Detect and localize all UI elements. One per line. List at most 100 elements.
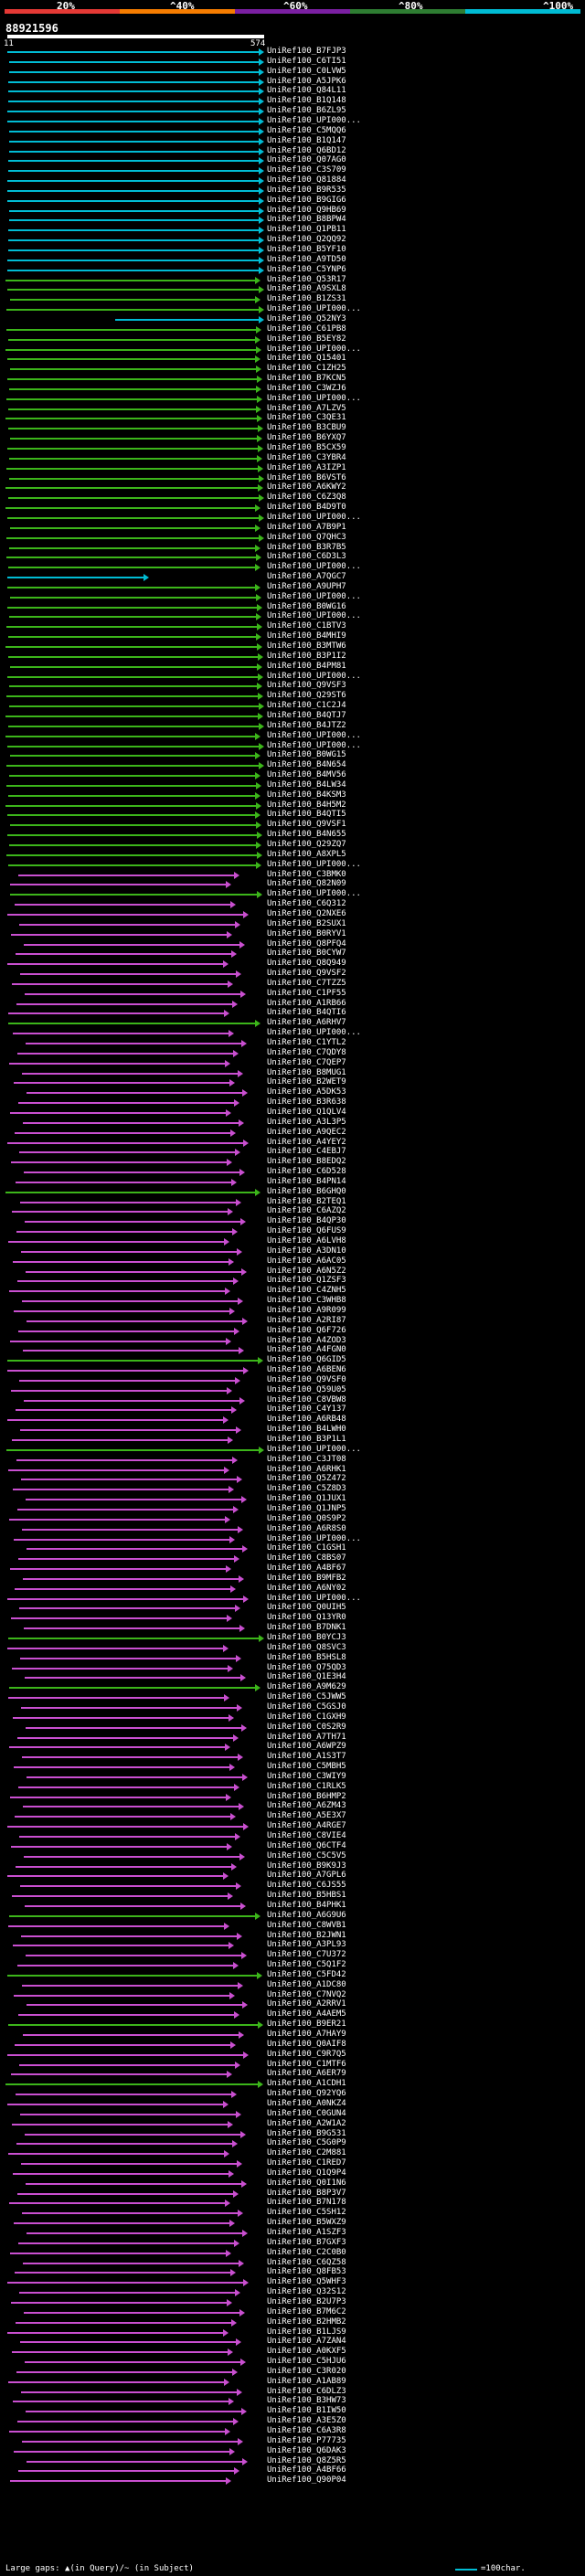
hit-row[interactable]: UniRef100_Q6GID5 xyxy=(0,1355,585,1365)
hit-row[interactable]: UniRef100_C8WVB1 xyxy=(0,1921,585,1931)
hit-label[interactable]: UniRef100_C9R7Q5 xyxy=(267,2050,346,2059)
hit-row[interactable]: UniRef100_A6RHV7 xyxy=(0,1018,585,1028)
hit-label[interactable]: UniRef100_UPI000... xyxy=(267,889,361,898)
hit-label[interactable]: UniRef100_A1DC80 xyxy=(267,1980,346,1989)
hit-row[interactable]: UniRef100_Q1QLV4 xyxy=(0,1108,585,1118)
hit-label[interactable]: UniRef100_UPI000... xyxy=(267,1028,361,1037)
hit-row[interactable]: UniRef100_B4H5M2 xyxy=(0,800,585,811)
hit-row[interactable]: UniRef100_B6ZL95 xyxy=(0,106,585,116)
hit-row[interactable]: UniRef100_C3QE31 xyxy=(0,413,585,423)
hit-row[interactable]: UniRef100_B7M6C2 xyxy=(0,2307,585,2317)
hit-label[interactable]: UniRef100_A6G9U6 xyxy=(267,1911,346,1920)
hit-label[interactable]: UniRef100_B7DNK1 xyxy=(267,1623,346,1632)
hit-label[interactable]: UniRef100_B4QP30 xyxy=(267,1216,346,1225)
hit-row[interactable]: UniRef100_UPI000... xyxy=(0,860,585,870)
hit-label[interactable]: UniRef100_C8VIE4 xyxy=(267,1831,346,1840)
hit-label[interactable]: UniRef100_C5JWW5 xyxy=(267,1692,346,1701)
hit-row[interactable]: UniRef100_A7HAY9 xyxy=(0,2030,585,2040)
hit-label[interactable]: UniRef100_C3JT08 xyxy=(267,1455,346,1464)
hit-row[interactable]: UniRef100_A6RB48 xyxy=(0,1415,585,1425)
hit-label[interactable]: UniRef100_C5C5V5 xyxy=(267,1851,346,1860)
hit-row[interactable]: UniRef100_C1ZH25 xyxy=(0,364,585,374)
hit-label[interactable]: UniRef100_Q52NY3 xyxy=(267,314,346,323)
hit-label[interactable]: UniRef100_B8P3V7 xyxy=(267,2189,346,2198)
hit-label[interactable]: UniRef100_B6YXQ7 xyxy=(267,433,346,442)
hit-row[interactable]: UniRef100_A9UPH7 xyxy=(0,582,585,592)
hit-label[interactable]: UniRef100_Q6CTF4 xyxy=(267,1841,346,1850)
hit-label[interactable]: UniRef100_B3R7B5 xyxy=(267,543,346,552)
hit-label[interactable]: UniRef100_A1S3T7 xyxy=(267,1752,346,1761)
hit-row[interactable]: UniRef100_C5YNP6 xyxy=(0,265,585,275)
hit-row[interactable]: UniRef100_B5YF10 xyxy=(0,245,585,255)
hit-label[interactable]: UniRef100_C7U372 xyxy=(267,1950,346,1959)
hit-label[interactable]: UniRef100_C7TZZ5 xyxy=(267,979,346,988)
hit-label[interactable]: UniRef100_C5Z8D3 xyxy=(267,1484,346,1493)
hit-label[interactable]: UniRef100_A6RHK1 xyxy=(267,1465,346,1474)
hit-label[interactable]: UniRef100_Q32S12 xyxy=(267,2287,346,2296)
hit-row[interactable]: UniRef100_C1C2J4 xyxy=(0,701,585,711)
hit-label[interactable]: UniRef100_C5GSJ0 xyxy=(267,1702,346,1712)
hit-row[interactable]: UniRef100_A2W1A2 xyxy=(0,2119,585,2129)
hit-label[interactable]: UniRef100_UPI000... xyxy=(267,394,361,403)
hit-label[interactable]: UniRef100_A7B9P1 xyxy=(267,523,346,532)
hit-row[interactable]: UniRef100_B0RYV1 xyxy=(0,929,585,939)
hit-label[interactable]: UniRef100_UPI000... xyxy=(267,741,361,750)
hit-row[interactable]: UniRef100_Q9VSF2 xyxy=(0,969,585,979)
hit-row[interactable]: UniRef100_UPI000... xyxy=(0,592,585,602)
hit-row[interactable]: UniRef100_A6WPZ9 xyxy=(0,1742,585,1752)
hit-row[interactable]: UniRef100_B9ER21 xyxy=(0,2019,585,2030)
hit-label[interactable]: UniRef100_A6WPZ9 xyxy=(267,1742,346,1751)
hit-label[interactable]: UniRef100_A9UPH7 xyxy=(267,582,346,591)
hit-row[interactable]: UniRef100_B4PM81 xyxy=(0,662,585,672)
hit-row[interactable]: UniRef100_C5MQQ6 xyxy=(0,126,585,136)
hit-label[interactable]: UniRef100_A7GPL6 xyxy=(267,1871,346,1880)
hit-row[interactable]: UniRef100_A7ZAN4 xyxy=(0,2337,585,2347)
hit-row[interactable]: UniRef100_A6N5Z2 xyxy=(0,1267,585,1277)
hit-label[interactable]: UniRef100_Q9VSF1 xyxy=(267,820,346,829)
hit-label[interactable]: UniRef100_Q6GID5 xyxy=(267,1355,346,1364)
hit-label[interactable]: UniRef100_C3S709 xyxy=(267,165,346,175)
hit-row[interactable]: UniRef100_Q1Q9P4 xyxy=(0,2168,585,2178)
hit-row[interactable]: UniRef100_UPI000... xyxy=(0,513,585,523)
hit-row[interactable]: UniRef100_Q0UIH5 xyxy=(0,1603,585,1613)
hit-row[interactable]: UniRef100_B7N178 xyxy=(0,2198,585,2208)
hit-label[interactable]: UniRef100_A4AEM5 xyxy=(267,2009,346,2019)
hit-row[interactable]: UniRef100_C1MTF6 xyxy=(0,2060,585,2070)
hit-row[interactable]: UniRef100_A6BEN6 xyxy=(0,1365,585,1375)
hit-label[interactable]: UniRef100_B2TEQ1 xyxy=(267,1197,346,1206)
hit-label[interactable]: UniRef100_B2HMB2 xyxy=(267,2317,346,2327)
hit-row[interactable]: UniRef100_C7QEP7 xyxy=(0,1058,585,1068)
hit-label[interactable]: UniRef100_C8BS07 xyxy=(267,1553,346,1563)
hit-label[interactable]: UniRef100_C0S2R9 xyxy=(267,1723,346,1732)
hit-label[interactable]: UniRef100_A9SXL8 xyxy=(267,284,346,293)
hit-label[interactable]: UniRef100_C3YBR4 xyxy=(267,453,346,462)
hit-label[interactable]: UniRef100_C6D3L3 xyxy=(267,552,346,561)
hit-label[interactable]: UniRef100_C1GSH1 xyxy=(267,1543,346,1553)
hit-label[interactable]: UniRef100_B0YCJ3 xyxy=(267,1633,346,1642)
hit-row[interactable]: UniRef100_Q2NXE6 xyxy=(0,909,585,919)
hit-row[interactable]: UniRef100_Q0I1N6 xyxy=(0,2178,585,2189)
hit-label[interactable]: UniRef100_A3IZP1 xyxy=(267,463,346,472)
hit-label[interactable]: UniRef100_C8VBW8 xyxy=(267,1395,346,1405)
hit-row[interactable]: UniRef100_Q8Q949 xyxy=(0,959,585,969)
hit-row[interactable]: UniRef100_A6ER79 xyxy=(0,2069,585,2079)
hit-label[interactable]: UniRef100_Q2NXE6 xyxy=(267,909,346,918)
hit-row[interactable]: UniRef100_C6Z3Q8 xyxy=(0,493,585,503)
hit-row[interactable]: UniRef100_A9SXL8 xyxy=(0,284,585,294)
hit-row[interactable]: UniRef100_B4MHI9 xyxy=(0,631,585,641)
hit-row[interactable]: UniRef100_B5HSL8 xyxy=(0,1653,585,1663)
hit-row[interactable]: UniRef100_A4FGN0 xyxy=(0,1345,585,1355)
hit-row[interactable]: UniRef100_C1GSH1 xyxy=(0,1543,585,1553)
hit-label[interactable]: UniRef100_A4ZOD3 xyxy=(267,1336,346,1345)
hit-label[interactable]: UniRef100_Q53R17 xyxy=(267,275,346,284)
hit-row[interactable]: UniRef100_A7LZV5 xyxy=(0,404,585,414)
hit-label[interactable]: UniRef100_Q6BD12 xyxy=(267,146,346,155)
hit-row[interactable]: UniRef100_C3S709 xyxy=(0,165,585,175)
hit-label[interactable]: UniRef100_C0LVW5 xyxy=(267,67,346,76)
hit-label[interactable]: UniRef100_B6VST6 xyxy=(267,473,346,482)
hit-label[interactable]: UniRef100_Q75QD3 xyxy=(267,1663,346,1672)
hit-row[interactable]: UniRef100_B7KCN5 xyxy=(0,374,585,384)
hit-label[interactable]: UniRef100_C6AZQ2 xyxy=(267,1206,346,1215)
hit-label[interactable]: UniRef100_Q1ZSF3 xyxy=(267,1276,346,1285)
hit-row[interactable]: UniRef100_A6KWY2 xyxy=(0,482,585,493)
